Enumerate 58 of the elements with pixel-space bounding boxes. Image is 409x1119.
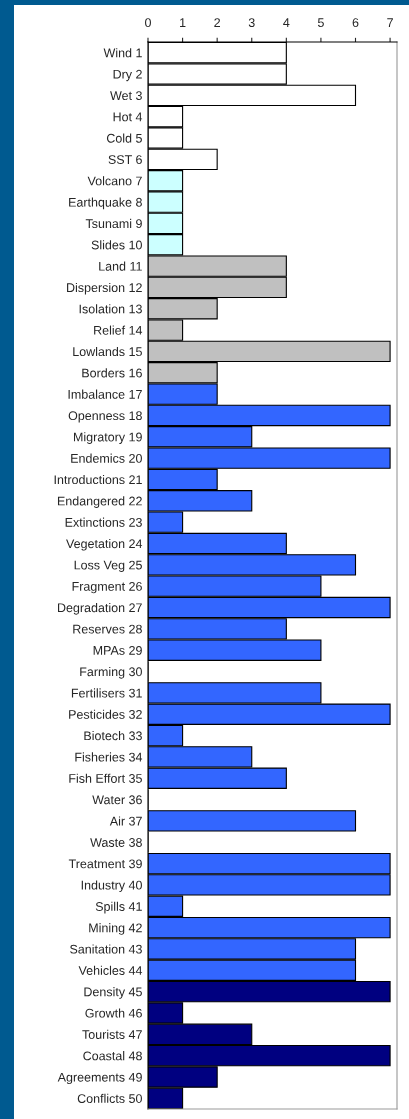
y-tick-label: Industry 40 bbox=[81, 880, 142, 893]
y-tick-label: Hot 4 bbox=[113, 112, 143, 122]
y-tick-label: Fragment 26 bbox=[72, 581, 142, 594]
y-tick-label: Density 45 bbox=[84, 987, 142, 999]
y-tick-label: Sanitation 43 bbox=[70, 944, 142, 954]
y-tick-label: Farming 30 bbox=[80, 667, 142, 679]
y-tick-label: Mining 42 bbox=[89, 923, 142, 935]
y-tick-label: Agreements 49 bbox=[57, 1072, 142, 1085]
y-tick-label: Introductions 21 bbox=[54, 474, 142, 485]
y-tick-label: Volcano 7 bbox=[87, 176, 142, 186]
x-tick-label: 1 bbox=[180, 18, 186, 27]
x-tick-label: 7 bbox=[387, 18, 393, 27]
y-tick-label: Earthquake 8 bbox=[69, 197, 142, 210]
x-tick-label: 4 bbox=[283, 18, 290, 27]
y-tick-label: Migratory 19 bbox=[74, 432, 142, 444]
x-tick-label: 3 bbox=[248, 18, 255, 28]
y-tick-label: Reserves 28 bbox=[73, 624, 142, 634]
y-tick-label: Growth 46 bbox=[85, 1008, 142, 1018]
x-tick-label: 0 bbox=[145, 18, 151, 28]
x-tick-label: 6 bbox=[352, 18, 359, 28]
y-tick-label: Waste 38 bbox=[90, 838, 142, 847]
y-tick-label: Relief 14 bbox=[94, 325, 143, 335]
y-tick-label: Coastal 48 bbox=[83, 1051, 142, 1061]
y-tick-label: Endemics 20 bbox=[71, 453, 142, 463]
y-tick-label: Tsunami 9 bbox=[85, 218, 142, 229]
y-tick-label: Spills 41 bbox=[95, 901, 142, 914]
y-tick-label: Tourists 47 bbox=[82, 1029, 142, 1039]
y-tick-label: Dispersion 12 bbox=[67, 282, 142, 295]
x-tick-label: 5 bbox=[317, 18, 324, 28]
y-tick-label: Vehicles 44 bbox=[78, 965, 143, 975]
y-tick-label: Endangered 22 bbox=[57, 496, 142, 508]
y-tick-label: Biotech 33 bbox=[84, 731, 142, 741]
y-tick-label: Conflicts 50 bbox=[77, 1093, 142, 1103]
y-tick-label: Loss Veg 25 bbox=[74, 560, 142, 572]
y-tick-label: Pesticides 32 bbox=[69, 709, 142, 719]
y-tick-label: Water 36 bbox=[92, 795, 142, 805]
y-tick-label: Lowlands 15 bbox=[73, 346, 142, 357]
y-tick-label: Land 11 bbox=[99, 261, 142, 271]
y-tick-label: SST 6 bbox=[108, 155, 142, 165]
y-tick-label: Dry 2 bbox=[113, 69, 142, 82]
x-tick-label: 2 bbox=[214, 18, 221, 27]
y-tick-label: Degradation 27 bbox=[58, 602, 142, 615]
y-tick-label: Extinctions 23 bbox=[65, 517, 142, 527]
y-tick-label: Isolation 13 bbox=[79, 304, 142, 314]
y-tick-label: Vegetation 24 bbox=[66, 538, 143, 551]
y-tick-label: Treatment 39 bbox=[68, 859, 142, 869]
y-tick-label: Cold 5 bbox=[106, 133, 142, 143]
y-tick-label: Openness 18 bbox=[68, 411, 142, 423]
y-tick-label: Imbalance 17 bbox=[68, 389, 142, 399]
y-tick-label: Wet 3 bbox=[110, 91, 142, 100]
y-tick-label: Borders 16 bbox=[82, 368, 142, 378]
y-tick-label: Fertilisers 31 bbox=[71, 688, 142, 698]
y-tick-label: Wind 1 bbox=[103, 48, 142, 58]
y-tick-label: Fisheries 34 bbox=[75, 752, 143, 762]
y-tick-label: Fish Effort 35 bbox=[69, 773, 142, 783]
y-tick-label: MPAs 29 bbox=[93, 645, 142, 655]
y-tick-label: Air 37 bbox=[109, 816, 142, 826]
y-tick-label: Slides 10 bbox=[91, 240, 142, 250]
